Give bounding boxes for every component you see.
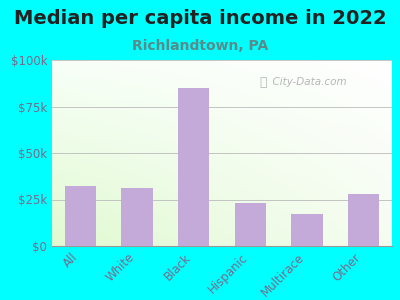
Bar [178, 88, 209, 246]
Text: Median per capita income in 2022: Median per capita income in 2022 [14, 9, 386, 28]
Bar [65, 187, 96, 246]
Text: Ⓡ: Ⓡ [259, 76, 267, 89]
Bar [348, 194, 379, 246]
Bar [235, 203, 266, 246]
Bar [122, 188, 152, 246]
Bar [292, 214, 322, 246]
Text: City-Data.com: City-Data.com [266, 77, 347, 87]
Text: Richlandtown, PA: Richlandtown, PA [132, 39, 268, 53]
